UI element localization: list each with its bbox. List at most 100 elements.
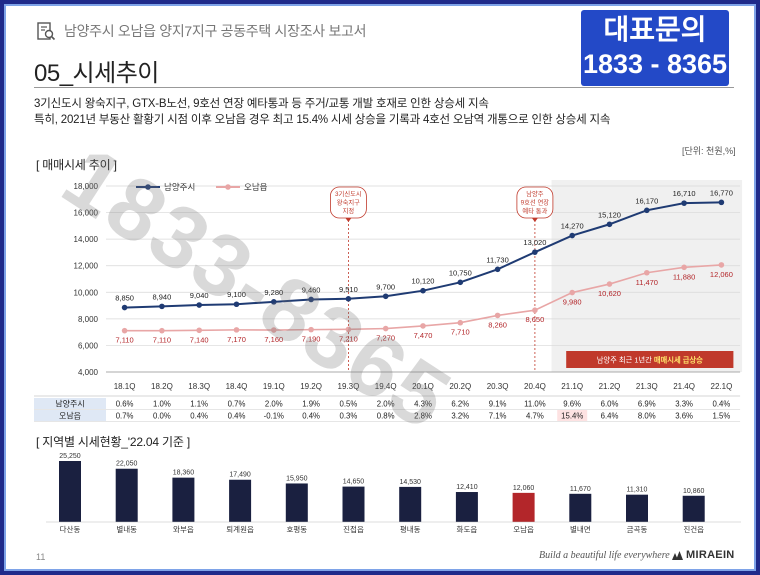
namyangju-point: [196, 302, 202, 308]
table-cell: 1.9%: [302, 400, 320, 409]
onam-point: [644, 269, 650, 276]
brand-logo-mark: [672, 551, 683, 560]
regional-price-chart: 25,250 다산동 22,050 별내동 18,360 와부읍 17,490 퇴계원읍 15,…: [46, 453, 741, 534]
onam-data-label: 7,160: [264, 335, 283, 344]
table-cell: 7.1%: [489, 412, 507, 421]
y-tick-label: 10,000: [74, 288, 99, 297]
y-tick-label: 8,000: [78, 315, 99, 324]
event-callout-text: 지정: [343, 206, 355, 215]
x-tick-label: 19.3Q: [338, 382, 360, 391]
namyangju-data-label: 16,710: [673, 189, 696, 198]
report-page: 남양주시 오남읍 양지7지구 공동주택 시장조사 보고서 대표문의 1833 -…: [4, 4, 756, 571]
onam-point: [345, 326, 352, 333]
onam-data-label: 11,880: [673, 272, 695, 281]
x-tick-label: 21.3Q: [636, 382, 658, 391]
x-tick-label: 21.2Q: [599, 382, 621, 391]
namyangju-point: [644, 207, 650, 214]
table-cell: 0.7%: [116, 412, 134, 421]
table-cell: 2.0%: [265, 400, 283, 409]
x-tick-label: 18.2Q: [151, 382, 173, 391]
table-cell: 4.7%: [526, 412, 544, 421]
onam-point: [569, 289, 575, 296]
table-cell: 6.9%: [638, 400, 656, 409]
table-row-header: 남양주시: [55, 400, 84, 409]
namyangju-data-label: 16,770: [710, 188, 733, 197]
table-cell: 1.0%: [153, 400, 171, 409]
report-search-icon: [37, 22, 56, 41]
namyangju-point: [382, 293, 389, 300]
legend-marker: [225, 184, 231, 190]
region-bar-label: 평내동: [400, 524, 421, 534]
namyangju-data-label: 9,280: [264, 288, 283, 297]
table-cell: 0.0%: [153, 412, 171, 421]
region-bar-value: 12,410: [456, 484, 478, 491]
onam-data-label: 7,110: [115, 336, 133, 345]
region-bar-label: 진건읍: [683, 524, 704, 534]
namyangju-point: [233, 301, 240, 308]
region-bar: [626, 494, 648, 522]
page-number: 11: [36, 552, 46, 562]
region-bar: [229, 479, 252, 522]
namyangju-point: [494, 266, 501, 273]
region-bar: [342, 486, 365, 522]
region-bar-value: 14,650: [343, 479, 365, 486]
price-trend-chart: 4,000 6,000 8,000 10,000 12,000 14,000 16,000 1…: [34, 180, 743, 422]
region-bar-value: 10,860: [683, 488, 705, 495]
event-callout-text: 예타 통과: [522, 206, 547, 215]
table-cell: 0.4%: [302, 412, 320, 421]
onam-point: [382, 325, 389, 332]
onam-point: [159, 327, 165, 334]
table-cell: 0.4%: [713, 400, 731, 409]
onam-data-label: 7,210: [339, 334, 358, 343]
event-callout-text: 3기신도시: [335, 189, 362, 198]
section-title: 05_시세추이: [34, 60, 159, 87]
x-tick-label: 18.4Q: [226, 382, 248, 391]
region-bar: [399, 486, 422, 522]
table-cell: 3.2%: [451, 412, 469, 421]
y-tick-label: 16,000: [74, 209, 99, 218]
namyangju-data-label: 16,170: [635, 196, 658, 205]
footer-tagline: Build a beautiful life everywhere: [539, 550, 670, 561]
table-row-header: 오남읍: [59, 412, 81, 421]
legend-marker: [145, 184, 151, 190]
onam-point: [121, 327, 128, 334]
onam-point: [681, 264, 687, 271]
namyangju-point: [718, 199, 725, 206]
table-cell: 11.0%: [524, 400, 546, 409]
x-tick-label: 19.4Q: [375, 382, 397, 391]
table-cell: 0.4%: [190, 412, 208, 421]
region-bar-label: 오남읍: [513, 525, 534, 534]
namyangju-point: [121, 304, 128, 311]
table-cell: 3.3%: [675, 400, 693, 409]
x-tick-label: 20.4Q: [524, 382, 546, 391]
description-line-2: 특히, 2021년 부동산 활황기 시점 이후 오남읍 경우 최고 15.4% …: [34, 114, 611, 126]
x-tick-label: 20.1Q: [412, 382, 434, 391]
table-cell: 0.7%: [228, 400, 246, 409]
onam-data-label: 11,470: [636, 278, 658, 287]
namyangju-data-label: 9,460: [302, 285, 321, 294]
legend-label: 남양주시: [164, 182, 195, 192]
onam-data-label: 7,140: [190, 335, 209, 344]
table-cell: 0.6%: [116, 400, 134, 409]
table-cell: 1.1%: [190, 400, 208, 409]
namyangju-point: [345, 295, 352, 302]
table-cell: 9.6%: [563, 400, 581, 409]
namyangju-point: [569, 232, 575, 239]
contact-badge[interactable]: 대표문의 1833 - 8365: [581, 10, 729, 86]
namyangju-point: [457, 279, 464, 286]
x-tick-label: 22.1Q: [711, 382, 733, 391]
region-bar: [115, 468, 138, 522]
namyangju-data-label: 11,730: [486, 255, 508, 264]
namyangju-point: [606, 221, 613, 228]
region-bar-label: 화도읍: [457, 525, 478, 534]
surge-callout-text: 남양주 최근 1년간 매매시세 급상승: [597, 356, 703, 365]
region-bar-value: 11,670: [570, 486, 591, 493]
event-callout-pointer: [531, 218, 538, 222]
region-bar-label: 별내동: [116, 524, 137, 534]
x-tick-label: 21.4Q: [673, 382, 695, 391]
namyangju-point: [532, 249, 538, 255]
x-tick-label: 18.3Q: [188, 382, 210, 391]
table-cell: 1.5%: [713, 412, 731, 421]
table-cell: 2.8%: [414, 412, 432, 421]
region-bar-value: 25,250: [59, 453, 81, 460]
